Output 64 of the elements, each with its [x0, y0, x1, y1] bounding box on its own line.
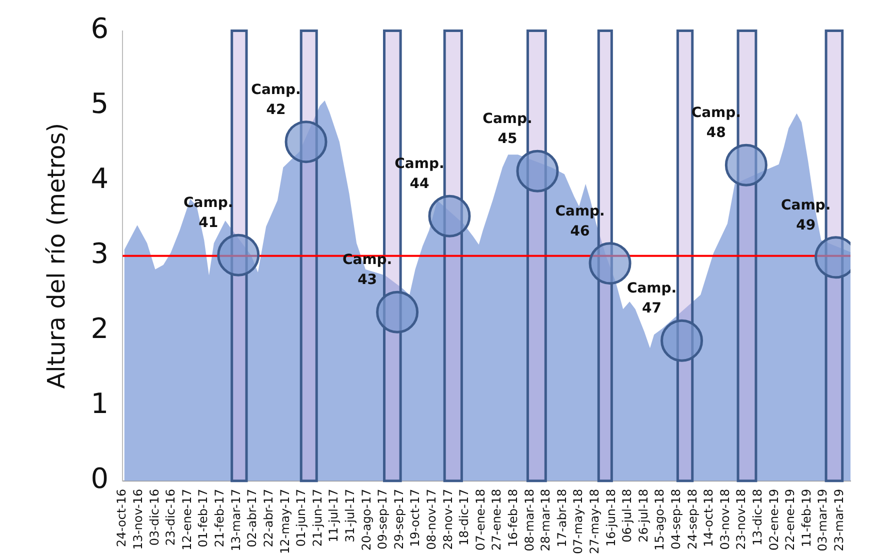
- y-tick-label: 2: [90, 312, 109, 346]
- x-tick-label: 18-dic-17: [457, 488, 472, 546]
- y-tick-label: 4: [90, 162, 109, 196]
- point: [516, 150, 559, 192]
- annotation: Camp. 42: [251, 82, 301, 118]
- point: [660, 319, 704, 362]
- x-tick-label: 28-mar-18: [538, 488, 553, 552]
- x-tick-label: 22-abr-17: [261, 488, 276, 548]
- x-tick-label: 23-dic-16: [164, 488, 178, 546]
- x-tick-label: 11-jul-17: [326, 488, 341, 542]
- x-tick-label: 24-sep-18: [685, 488, 700, 550]
- x-tick-label: 27-ene-18: [490, 488, 504, 550]
- x-tick-label: 12-may-17: [278, 488, 292, 554]
- y-tick-label: 1: [90, 387, 109, 420]
- x-tick-label: 15-ago-18: [652, 488, 667, 551]
- y-tick-label: 5: [90, 87, 109, 120]
- x-tick-label: 29-sep-17: [392, 488, 406, 550]
- y-axis-title: Altura del río (metros): [42, 122, 71, 389]
- point: [724, 144, 768, 186]
- x-tick-label: 16-jun-18: [604, 488, 618, 547]
- x-tick-label: 22-ene-19: [783, 488, 798, 550]
- x-tick-label: 12-ene-17: [180, 488, 194, 550]
- x-tick-label: 13-dic-18: [750, 488, 765, 546]
- annotation: Camp. 47: [626, 280, 677, 317]
- x-tick-label: 13-mar-17: [228, 488, 243, 552]
- x-tick-label: 08-mar-18: [522, 488, 536, 552]
- point: [376, 290, 419, 334]
- x-tick-label: 08-nov-17: [424, 488, 438, 550]
- x-tick-label: 09-sep-17: [376, 488, 390, 550]
- x-tick-label: 01-jun-17: [294, 488, 308, 547]
- x-tick-label: 01-feb-17: [196, 488, 210, 548]
- x-tick-label: 23-mar-19: [832, 488, 846, 552]
- x-tick-label: 03-mar-19: [816, 488, 830, 552]
- y-tick-label: 3: [90, 237, 109, 270]
- point: [284, 120, 328, 164]
- x-tick-label: 03-dic-16: [147, 488, 162, 546]
- x-tick-label: 14-oct-18: [702, 488, 716, 547]
- x-tick-label: 28-nov-17: [440, 488, 455, 550]
- y-tick-label: 0: [90, 462, 109, 496]
- annotation: Camp. 49: [781, 197, 831, 234]
- x-tick-label: 31-jul-17: [342, 488, 357, 542]
- x-tick-label: 20-ago-17: [359, 488, 374, 551]
- x-tick-label: 02-ene-19: [766, 488, 781, 550]
- x-tick-label: 23-nov-18: [734, 488, 748, 550]
- x-tick-label: 16-feb-18: [506, 488, 520, 548]
- x-tick-label: 13-nov-16: [131, 488, 146, 550]
- x-tick-label: 24-oct-16: [114, 488, 129, 547]
- x-tick-label: 26-jul-18: [636, 488, 650, 542]
- x-tick-label: 21-jun-17: [310, 488, 324, 547]
- point: [217, 234, 260, 276]
- x-tick-label: 11-feb-19: [799, 488, 814, 548]
- x-tick-label: 19-oct-17: [408, 488, 422, 547]
- x-tick-label: 27-may-18: [588, 488, 602, 554]
- x-tick-label: 02-abr-17: [245, 488, 260, 548]
- x-tick-label: 04-sep-18: [669, 488, 684, 550]
- x-tick-label: 07-ene-18: [473, 488, 488, 550]
- y-tick-label: 6: [90, 12, 109, 46]
- x-tick-label: 17-abr-18: [554, 488, 569, 548]
- annotation: Camp. 46: [555, 203, 605, 240]
- x-tick-label: 21-feb-17: [212, 488, 227, 548]
- x-tick-label: 06-jul-18: [620, 488, 634, 542]
- point: [428, 194, 471, 238]
- x-tick-label: 03-nov-18: [718, 488, 732, 550]
- x-tick-label: 07-may-18: [571, 488, 586, 554]
